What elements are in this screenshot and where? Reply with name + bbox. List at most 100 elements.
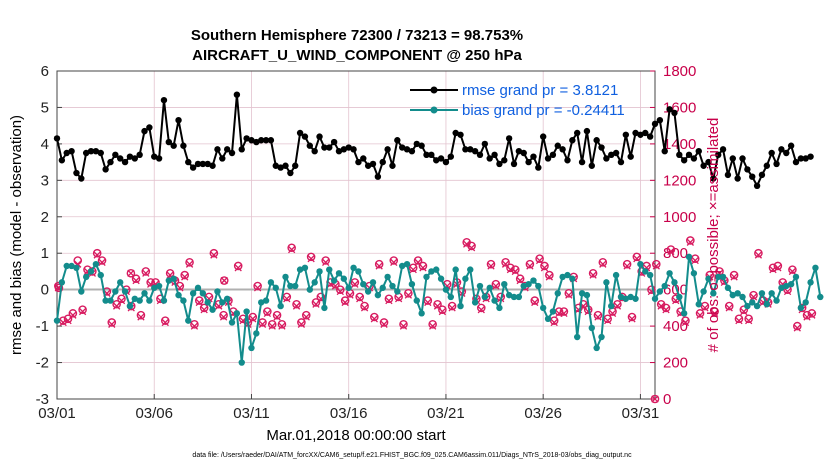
obs-assimilated-point bbox=[589, 271, 597, 279]
obs-assimilated-point bbox=[200, 306, 208, 314]
rmse-point bbox=[685, 151, 693, 159]
obs-assimilated-stroke bbox=[219, 313, 228, 321]
bias-point bbox=[73, 264, 80, 271]
bias-point bbox=[350, 264, 357, 271]
bias-point bbox=[68, 262, 75, 270]
obs-assimilated-stroke bbox=[307, 255, 315, 263]
bias-point bbox=[428, 268, 435, 275]
rmse-point bbox=[326, 144, 333, 151]
bias-point bbox=[671, 279, 678, 286]
obs-assimilated-stroke bbox=[589, 271, 597, 279]
y-right-tick-label: 600 bbox=[663, 282, 688, 299]
obs-assimilated-stroke bbox=[351, 280, 359, 288]
obs-assimilated-point bbox=[526, 262, 534, 270]
bias-point bbox=[121, 288, 129, 295]
rmse-point bbox=[364, 162, 372, 169]
y-right-tick-label: 0 bbox=[663, 391, 671, 408]
bias-point bbox=[384, 273, 391, 281]
obs-assimilated-point bbox=[142, 269, 150, 277]
obs-possible-point bbox=[724, 301, 734, 311]
chart-subtitle: AIRCRAFT_U_WIND_COMPONENT @ 250 hPa bbox=[192, 47, 522, 64]
obs-assimilated-point bbox=[506, 265, 515, 274]
obs-possible-point bbox=[185, 258, 194, 267]
obs-assimilated-stroke bbox=[428, 322, 437, 330]
bias-point bbox=[574, 333, 581, 341]
bias-point bbox=[238, 359, 245, 366]
rmse-point bbox=[403, 146, 411, 153]
obs-assimilated-stroke bbox=[360, 304, 369, 312]
bias-point bbox=[778, 284, 785, 292]
rmse-point bbox=[651, 120, 659, 128]
obs-possible-point bbox=[219, 310, 228, 320]
rmse-point bbox=[715, 151, 722, 159]
rmse-point bbox=[753, 182, 761, 189]
obs-assimilated-stroke bbox=[253, 284, 262, 292]
bias-point bbox=[710, 290, 717, 297]
y-right-tick-label: 1200 bbox=[663, 172, 696, 189]
obs-possible-point bbox=[335, 285, 345, 294]
bias-point bbox=[194, 284, 202, 292]
rmse-point bbox=[340, 146, 348, 153]
bias-point bbox=[165, 277, 173, 284]
obs-possible-point bbox=[165, 268, 175, 278]
obs-possible-point bbox=[433, 299, 442, 309]
rmse-point bbox=[102, 166, 109, 173]
rmse-point bbox=[272, 162, 279, 169]
rmse-point bbox=[457, 131, 464, 138]
bias-point bbox=[398, 262, 406, 270]
rmse-point bbox=[63, 149, 70, 157]
bias-point bbox=[267, 279, 275, 286]
obs-assimilated-point bbox=[268, 322, 276, 330]
obs-assimilated-stroke bbox=[78, 307, 87, 316]
bias-point bbox=[496, 304, 503, 312]
obs-possible-point bbox=[729, 270, 739, 280]
bias-point bbox=[530, 277, 537, 284]
bias-point bbox=[666, 270, 673, 277]
y-right-tick-label: 800 bbox=[663, 245, 688, 262]
obs-assimilated-point bbox=[341, 298, 349, 307]
obs-assimilated-stroke bbox=[526, 262, 534, 270]
obs-possible-point bbox=[408, 263, 418, 273]
bias-point bbox=[340, 275, 348, 282]
obs-assimilated-stroke bbox=[220, 276, 228, 285]
rmse-point bbox=[739, 155, 746, 162]
obs-assimilated-point bbox=[710, 309, 719, 318]
chart-title: Southern Hemisphere 72300 / 73213 = 98.7… bbox=[191, 27, 523, 44]
rmse-point bbox=[559, 146, 566, 153]
obs-assimilated-point bbox=[307, 255, 315, 263]
obs-possible-point bbox=[588, 268, 598, 278]
rmse-point bbox=[729, 155, 736, 162]
rmse-point bbox=[296, 129, 304, 137]
bias-point bbox=[58, 279, 66, 286]
rmse-point bbox=[680, 157, 688, 164]
rmse-point bbox=[724, 171, 732, 179]
y-tick-label: 4 bbox=[41, 136, 49, 153]
rmse-point bbox=[758, 171, 766, 179]
rmse-point bbox=[141, 127, 148, 135]
bias-point bbox=[787, 281, 795, 288]
rmse-point bbox=[345, 144, 352, 151]
bias-point bbox=[185, 317, 192, 324]
bias-point bbox=[715, 273, 722, 281]
y-tick-label: 1 bbox=[41, 245, 49, 262]
rmse-point bbox=[238, 146, 245, 153]
rmse-point bbox=[608, 151, 615, 159]
bias-point bbox=[316, 268, 323, 275]
obs-assimilated-point bbox=[793, 324, 801, 332]
obs-assimilated-point bbox=[749, 293, 758, 301]
obs-assimilated-stroke bbox=[560, 309, 568, 318]
bias-point bbox=[146, 297, 153, 304]
obs-assimilated-point bbox=[137, 313, 145, 321]
x-axis: 03/01 03/06 03/11 03/16 03/21 03/26 03/31 bbox=[38, 394, 659, 422]
obs-assimilated-stroke bbox=[390, 258, 398, 266]
bias-point bbox=[175, 291, 182, 299]
rmse-point bbox=[408, 147, 416, 155]
rmse-point bbox=[471, 147, 479, 155]
bias-point bbox=[379, 284, 386, 292]
rmse-point bbox=[360, 155, 367, 162]
bias-point bbox=[131, 295, 138, 302]
obs-possible-point bbox=[141, 267, 151, 276]
rmse-point bbox=[277, 164, 284, 171]
bias-point bbox=[564, 271, 571, 279]
